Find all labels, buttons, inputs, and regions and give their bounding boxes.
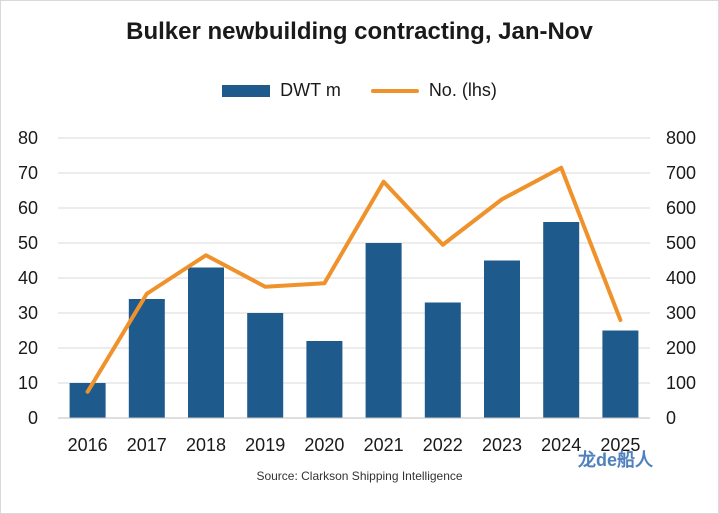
y-tick-left: 70: [18, 163, 38, 183]
legend-item-line: No. (lhs): [370, 80, 497, 101]
line-point: [382, 180, 386, 184]
bar: [365, 243, 402, 418]
y-tick-right: 700: [666, 163, 696, 183]
bar: [602, 330, 639, 418]
legend-swatch-line: [370, 88, 419, 93]
y-tick-right: 100: [666, 373, 696, 393]
x-tick-label: 2016: [68, 435, 108, 455]
bar: [424, 302, 461, 418]
y-tick-left: 30: [18, 303, 38, 323]
bar: [484, 260, 520, 418]
bar: [543, 222, 580, 418]
line-point: [618, 318, 622, 322]
legend-item-bar: DWT m: [222, 80, 341, 101]
legend-label-line: No. (lhs): [428, 80, 497, 100]
x-tick-label: 2018: [186, 435, 226, 455]
x-tick-label: 2017: [127, 435, 167, 455]
legend-swatch-bar: [222, 84, 271, 97]
legend-label-bar: DWT m: [280, 80, 341, 100]
line-point: [145, 292, 149, 296]
y-tick-left: 10: [18, 373, 38, 393]
y-tick-left: 40: [18, 268, 38, 288]
line-point: [441, 243, 445, 247]
y-tick-left: 60: [18, 198, 38, 218]
source-note: Source: Clarkson Shipping Intelligence: [256, 469, 463, 483]
x-tick-label: 2023: [482, 435, 522, 455]
x-tick-label: 2022: [423, 435, 463, 455]
watermark-logo: 龙de船人: [578, 450, 654, 470]
y-tick-right: 200: [666, 338, 696, 358]
line-point: [263, 285, 267, 289]
bar: [128, 299, 165, 418]
bar: [247, 313, 284, 418]
y-tick-right: 600: [666, 198, 696, 218]
y-tick-left: 50: [18, 233, 38, 253]
y-tick-right: 400: [666, 268, 696, 288]
bar: [306, 341, 343, 418]
line-point: [204, 253, 208, 257]
bar: [188, 267, 224, 418]
x-tick-label: 2020: [304, 435, 344, 455]
x-tick-label: 2021: [364, 435, 404, 455]
line-point: [559, 166, 563, 170]
y-tick-left: 80: [18, 128, 38, 148]
x-tick-label: 2025: [600, 435, 640, 455]
chart-title: Bulker newbuilding contracting, Jan-Nov: [126, 18, 593, 45]
x-tick-label: 2024: [541, 435, 581, 455]
y-tick-left: 0: [28, 408, 38, 428]
y-tick-right: 500: [666, 233, 696, 253]
line-point: [322, 281, 326, 285]
y-tick-right: 0: [666, 408, 676, 428]
y-tick-right: 800: [666, 128, 696, 148]
y-tick-right: 300: [666, 303, 696, 323]
y-tick-left: 20: [18, 338, 38, 358]
series-line: [85, 165, 623, 394]
line-point: [500, 197, 504, 201]
line-point: [86, 390, 90, 394]
chart-legend: DWT m No. (lhs): [0, 80, 719, 101]
x-tick-label: 2019: [245, 435, 285, 455]
